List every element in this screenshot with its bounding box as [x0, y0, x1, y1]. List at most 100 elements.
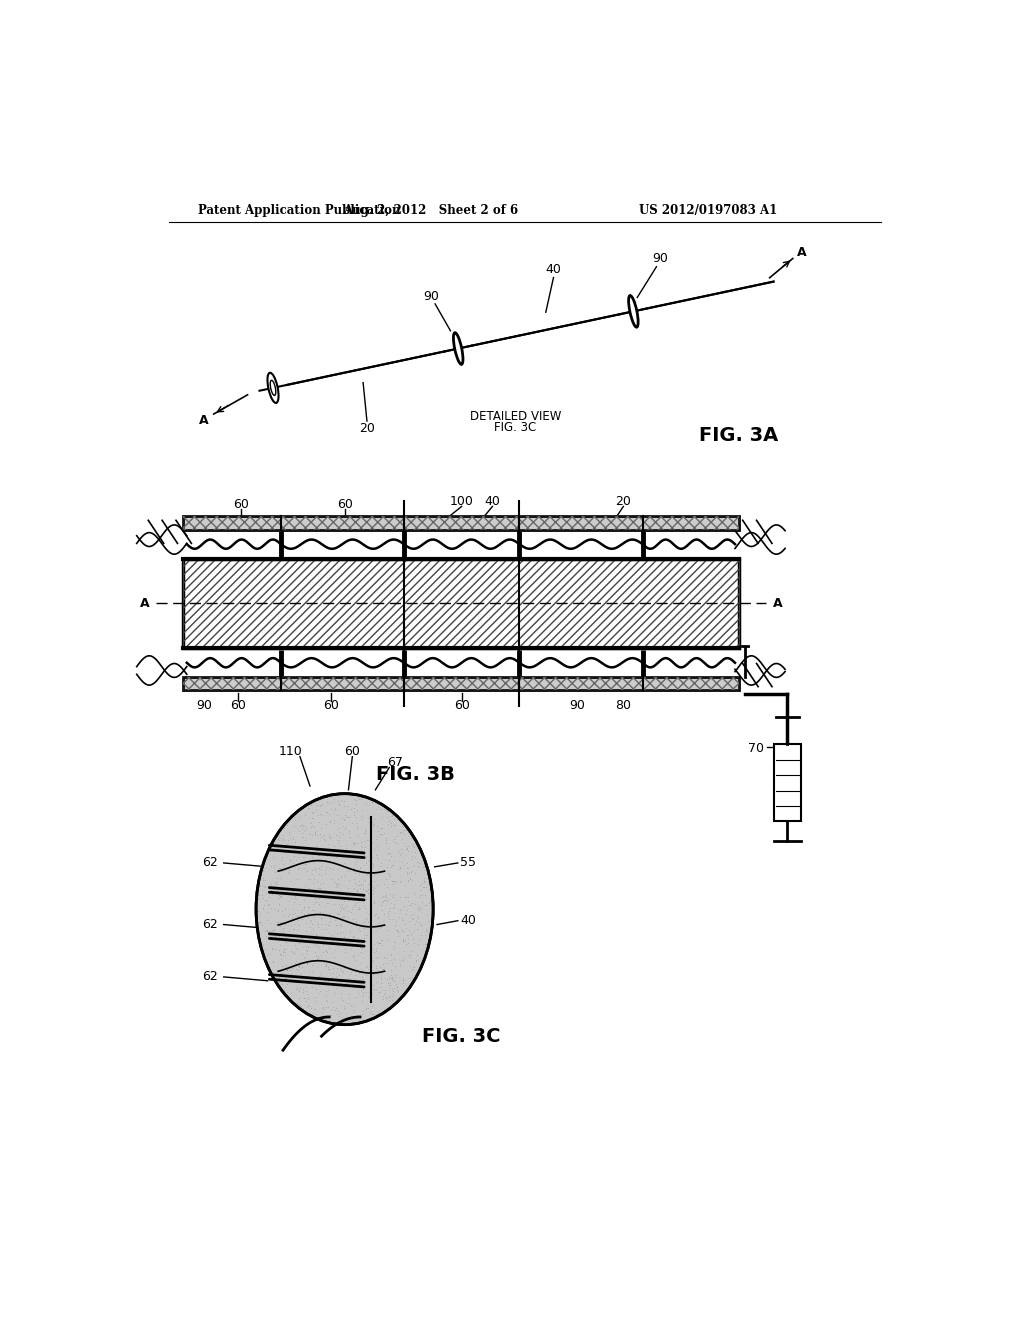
- Polygon shape: [615, 314, 623, 315]
- Polygon shape: [549, 327, 556, 330]
- Text: 20: 20: [359, 422, 375, 436]
- Text: 62: 62: [202, 970, 218, 983]
- Polygon shape: [554, 326, 562, 329]
- Polygon shape: [514, 335, 521, 337]
- Polygon shape: [477, 343, 484, 345]
- Polygon shape: [543, 329, 551, 330]
- Text: FIG. 3B: FIG. 3B: [376, 764, 455, 784]
- Polygon shape: [607, 315, 614, 317]
- Polygon shape: [567, 323, 574, 326]
- Polygon shape: [626, 312, 634, 313]
- Polygon shape: [594, 318, 602, 319]
- Polygon shape: [559, 326, 567, 327]
- Polygon shape: [461, 346, 469, 348]
- Polygon shape: [596, 318, 604, 319]
- Text: FIG. 3C: FIG. 3C: [423, 1027, 501, 1045]
- Bar: [183, 677, 739, 690]
- Polygon shape: [614, 314, 623, 315]
- Polygon shape: [617, 313, 626, 314]
- Polygon shape: [493, 339, 501, 342]
- Polygon shape: [501, 338, 509, 339]
- Text: 60: 60: [337, 499, 352, 511]
- Bar: [183, 558, 739, 648]
- Polygon shape: [514, 335, 522, 337]
- Text: A: A: [798, 246, 807, 259]
- Polygon shape: [581, 321, 589, 322]
- Polygon shape: [538, 330, 546, 331]
- Polygon shape: [499, 338, 506, 341]
- Polygon shape: [522, 333, 530, 335]
- Text: A: A: [139, 597, 150, 610]
- Text: DETAILED VIEW: DETAILED VIEW: [470, 409, 561, 422]
- Polygon shape: [538, 330, 546, 331]
- Polygon shape: [551, 327, 559, 329]
- Polygon shape: [556, 326, 564, 327]
- Polygon shape: [444, 350, 453, 351]
- Polygon shape: [602, 317, 609, 318]
- Polygon shape: [604, 315, 612, 318]
- Text: US 2012/0197083 A1: US 2012/0197083 A1: [639, 205, 777, 218]
- Text: 100: 100: [450, 495, 473, 508]
- Polygon shape: [474, 343, 482, 345]
- Polygon shape: [628, 310, 636, 313]
- Ellipse shape: [629, 296, 638, 327]
- Ellipse shape: [256, 793, 433, 1024]
- Polygon shape: [509, 337, 517, 338]
- Text: FIG. 3C: FIG. 3C: [495, 421, 537, 434]
- Bar: [183, 516, 739, 529]
- Polygon shape: [551, 327, 559, 329]
- Polygon shape: [562, 325, 569, 326]
- Polygon shape: [621, 313, 628, 314]
- Polygon shape: [599, 317, 607, 318]
- Polygon shape: [472, 345, 479, 346]
- Polygon shape: [574, 322, 583, 323]
- Polygon shape: [529, 331, 538, 334]
- Ellipse shape: [454, 333, 463, 364]
- Polygon shape: [469, 345, 477, 346]
- Polygon shape: [572, 322, 580, 325]
- Polygon shape: [466, 346, 474, 347]
- Polygon shape: [489, 341, 498, 342]
- Polygon shape: [586, 319, 594, 322]
- Polygon shape: [564, 325, 572, 326]
- Polygon shape: [567, 323, 575, 325]
- Polygon shape: [476, 343, 484, 345]
- Polygon shape: [496, 339, 503, 341]
- Text: FIG. 3A: FIG. 3A: [699, 426, 778, 445]
- Polygon shape: [498, 338, 506, 341]
- Text: 60: 60: [232, 499, 249, 511]
- Polygon shape: [569, 323, 578, 325]
- Polygon shape: [599, 317, 607, 318]
- Polygon shape: [617, 313, 626, 314]
- Text: 60: 60: [344, 744, 360, 758]
- Polygon shape: [482, 342, 490, 343]
- Polygon shape: [589, 319, 596, 321]
- Polygon shape: [527, 333, 536, 334]
- Polygon shape: [508, 337, 516, 338]
- Text: 60: 60: [454, 698, 470, 711]
- Text: 40: 40: [546, 264, 561, 276]
- Polygon shape: [530, 331, 538, 333]
- Text: 80: 80: [615, 698, 632, 711]
- Text: 70: 70: [749, 742, 764, 755]
- Polygon shape: [444, 309, 647, 351]
- Text: Patent Application Publication: Patent Application Publication: [199, 205, 400, 218]
- Polygon shape: [588, 319, 596, 321]
- Text: 110: 110: [279, 744, 303, 758]
- Polygon shape: [536, 330, 543, 333]
- Polygon shape: [519, 334, 527, 335]
- Polygon shape: [487, 341, 496, 342]
- Polygon shape: [517, 334, 524, 337]
- Text: 90: 90: [569, 698, 585, 711]
- Polygon shape: [524, 333, 532, 334]
- Polygon shape: [572, 322, 581, 325]
- Polygon shape: [474, 343, 482, 346]
- Polygon shape: [612, 314, 621, 315]
- Polygon shape: [634, 310, 641, 312]
- Bar: [183, 558, 739, 648]
- Polygon shape: [578, 322, 586, 323]
- Text: 62: 62: [202, 917, 218, 931]
- Polygon shape: [601, 317, 609, 318]
- Polygon shape: [546, 329, 554, 330]
- Text: 60: 60: [230, 698, 247, 711]
